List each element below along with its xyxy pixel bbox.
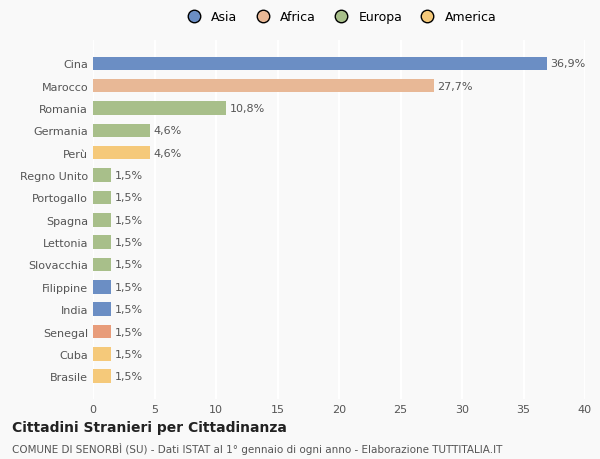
Bar: [93, 325, 112, 338]
Bar: [93, 369, 112, 383]
Text: 1,5%: 1,5%: [115, 171, 143, 181]
Text: 1,5%: 1,5%: [115, 304, 143, 314]
Text: 1,5%: 1,5%: [115, 282, 143, 292]
Bar: [93, 347, 112, 361]
Bar: [93, 102, 226, 116]
Text: 1,5%: 1,5%: [115, 260, 143, 270]
Text: 1,5%: 1,5%: [115, 193, 143, 203]
Text: 1,5%: 1,5%: [115, 327, 143, 337]
Text: 4,6%: 4,6%: [153, 126, 182, 136]
Bar: [93, 169, 112, 182]
Bar: [93, 57, 547, 71]
Bar: [93, 191, 112, 205]
Text: 1,5%: 1,5%: [115, 215, 143, 225]
Bar: [93, 213, 112, 227]
Text: 27,7%: 27,7%: [437, 82, 473, 91]
Text: 10,8%: 10,8%: [230, 104, 265, 114]
Text: 1,5%: 1,5%: [115, 349, 143, 359]
Bar: [93, 80, 434, 93]
Text: 1,5%: 1,5%: [115, 371, 143, 381]
Text: Cittadini Stranieri per Cittadinanza: Cittadini Stranieri per Cittadinanza: [12, 420, 287, 434]
Bar: [93, 124, 149, 138]
Bar: [93, 280, 112, 294]
Bar: [93, 147, 149, 160]
Text: 4,6%: 4,6%: [153, 148, 182, 158]
Bar: [93, 303, 112, 316]
Legend: Asia, Africa, Europa, America: Asia, Africa, Europa, America: [176, 6, 502, 29]
Text: 1,5%: 1,5%: [115, 238, 143, 247]
Bar: [93, 258, 112, 272]
Bar: [93, 236, 112, 249]
Text: COMUNE DI SENORBÌ (SU) - Dati ISTAT al 1° gennaio di ogni anno - Elaborazione TU: COMUNE DI SENORBÌ (SU) - Dati ISTAT al 1…: [12, 442, 502, 453]
Text: 36,9%: 36,9%: [551, 59, 586, 69]
